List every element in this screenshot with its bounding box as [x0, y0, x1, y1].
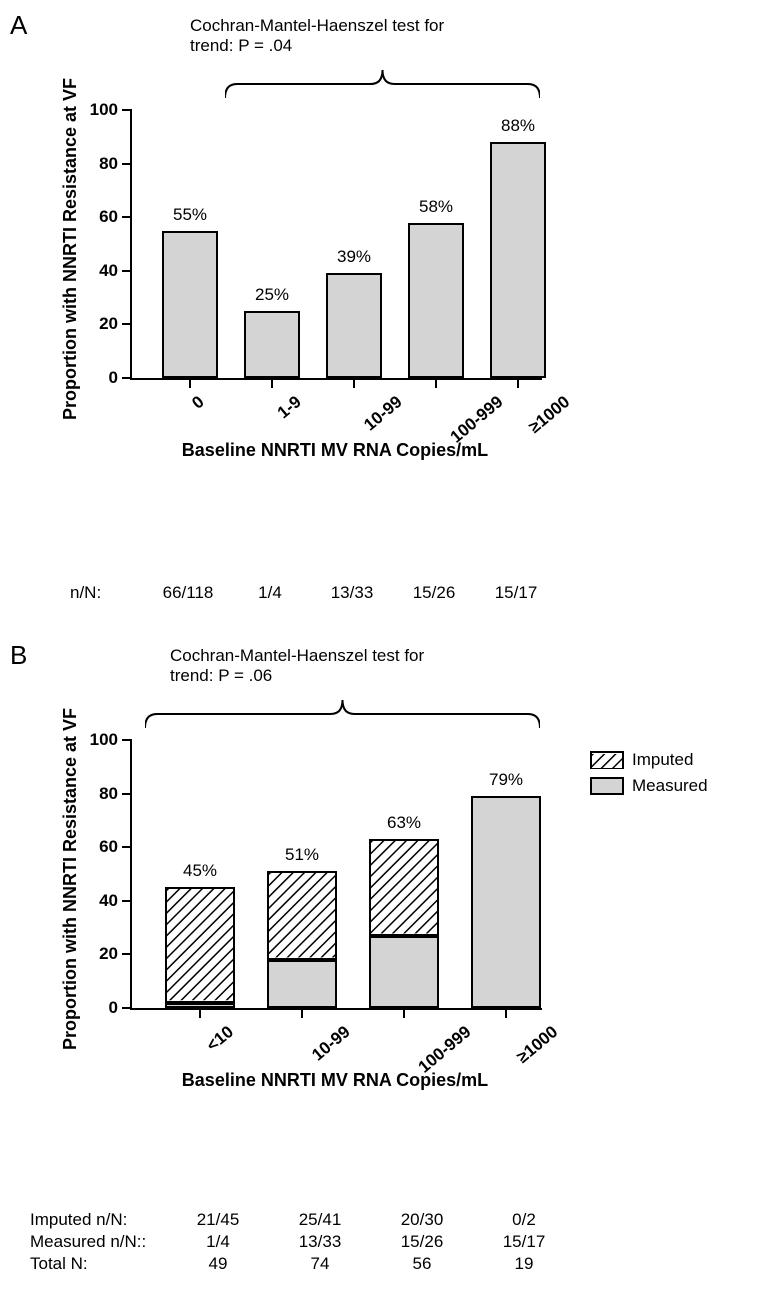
bar-imputed [165, 887, 235, 1002]
xtick [517, 378, 519, 388]
bar-label: 63% [387, 813, 421, 833]
xtick-label: ≥1000 [525, 392, 574, 438]
figure: A Cochran-Mantel-Haenszel test for trend… [0, 0, 769, 1310]
nn-value: 15/26 [413, 583, 456, 603]
bar-label: 55% [173, 205, 207, 225]
bar [162, 231, 218, 378]
bar-imputed [267, 871, 337, 959]
table-cell: 56 [413, 1254, 432, 1274]
panel-b-trend-note: Cochran-Mantel-Haenszel test for trend: … [170, 646, 424, 687]
table-cell: 1/4 [206, 1232, 230, 1252]
ytick-label: 0 [109, 368, 132, 388]
xtick [199, 1008, 201, 1018]
table-row: Imputed n/N: 21/45 25/41 20/30 0/2 [30, 1210, 730, 1232]
panel-a-label: A [10, 10, 27, 41]
table-row-label: Measured n/N:: [30, 1232, 146, 1252]
table-cell: 49 [209, 1254, 228, 1274]
nn-value: 15/17 [495, 583, 538, 603]
panel-b: B Cochran-Mantel-Haenszel test for trend… [10, 640, 759, 1260]
nn-value: 1/4 [258, 583, 282, 603]
panel-b-table: Imputed n/N:21/4525/4120/300/2Measured n… [30, 1210, 730, 1276]
bar-label: 58% [419, 197, 453, 217]
bar-label: 79% [489, 770, 523, 790]
ytick-label: 100 [90, 730, 132, 750]
nn-value: 13/33 [331, 583, 374, 603]
bar-measured [267, 960, 337, 1008]
bar-label: 25% [255, 285, 289, 305]
panel-a-yaxis-title: Proportion with NNRTI Resistance at VF [60, 78, 81, 420]
bar [244, 311, 300, 378]
panel-a-nn-row: n/N: 66/118 1/4 13/33 15/26 15/17 [70, 583, 670, 605]
table-cell: 25/41 [299, 1210, 342, 1230]
xtick-label: <10 [203, 1022, 238, 1056]
panel-a-brace [225, 70, 540, 102]
ytick-label: 80 [99, 154, 132, 174]
table-cell: 13/33 [299, 1232, 342, 1252]
ytick-label: 80 [99, 784, 132, 804]
table-cell: 74 [311, 1254, 330, 1274]
panel-b-yaxis-title: Proportion with NNRTI Resistance at VF [60, 708, 81, 1050]
xtick [301, 1008, 303, 1018]
ytick-label: 60 [99, 837, 132, 857]
bar-measured [369, 936, 439, 1008]
table-cell: 15/26 [401, 1232, 444, 1252]
panel-b-xaxis-title: Baseline NNRTI MV RNA Copies/mL [130, 1070, 540, 1091]
table-cell: 19 [515, 1254, 534, 1274]
bar [408, 223, 464, 378]
bar [326, 273, 382, 378]
xtick [189, 378, 191, 388]
table-row-label: Total N: [30, 1254, 88, 1274]
xtick [505, 1008, 507, 1018]
table-cell: 21/45 [197, 1210, 240, 1230]
panel-a-xaxis-title: Baseline NNRTI MV RNA Copies/mL [130, 440, 540, 461]
xtick [403, 1008, 405, 1018]
xtick-label: 0 [188, 392, 208, 413]
bar-label: 45% [183, 861, 217, 881]
ytick-label: 60 [99, 207, 132, 227]
panel-b-brace [145, 700, 540, 732]
xtick [271, 378, 273, 388]
ytick-label: 20 [99, 944, 132, 964]
xtick [435, 378, 437, 388]
bar [490, 142, 546, 378]
panel-a-nn-label: n/N: [70, 583, 101, 603]
table-cell: 0/2 [512, 1210, 536, 1230]
panel-b-chart: Proportion with NNRTI Resistance at VF 0… [130, 740, 759, 1091]
xtick-label: 1-9 [274, 392, 306, 423]
ytick-label: 20 [99, 314, 132, 334]
panel-a-plot: 02040608010001-910-99100-999≥100055%25%3… [130, 110, 542, 380]
bar-label: 51% [285, 845, 319, 865]
table-row-label: Imputed n/N: [30, 1210, 127, 1230]
xtick-label: 10-99 [360, 392, 406, 435]
table-row: Measured n/N::1/4 13/33 15/26 15/17 [30, 1232, 730, 1254]
panel-b-label: B [10, 640, 27, 671]
bar-imputed [369, 839, 439, 935]
bar-label: 88% [501, 116, 535, 136]
xtick-label: ≥1000 [513, 1022, 562, 1068]
xtick [353, 378, 355, 388]
panel-a-trend-note: Cochran-Mantel-Haenszel test for trend: … [190, 16, 444, 57]
nn-value: 66/118 [163, 583, 214, 603]
table-cell: 15/17 [503, 1232, 546, 1252]
xtick-label: 10-99 [308, 1022, 354, 1065]
bar-label: 39% [337, 247, 371, 267]
ytick-label: 40 [99, 891, 132, 911]
panel-a: A Cochran-Mantel-Haenszel test for trend… [10, 10, 759, 610]
bar-measured [471, 796, 541, 1008]
table-row: Total N: 49 74 56 19 [30, 1254, 730, 1276]
panel-a-chart: Proportion with NNRTI Resistance at VF 0… [130, 110, 759, 461]
table-cell: 20/30 [401, 1210, 444, 1230]
ytick-label: 0 [109, 998, 132, 1018]
ytick-label: 40 [99, 261, 132, 281]
ytick-label: 100 [90, 100, 132, 120]
panel-b-plot: 020406080100<1010-99100-999≥100045%51%63… [130, 740, 542, 1010]
